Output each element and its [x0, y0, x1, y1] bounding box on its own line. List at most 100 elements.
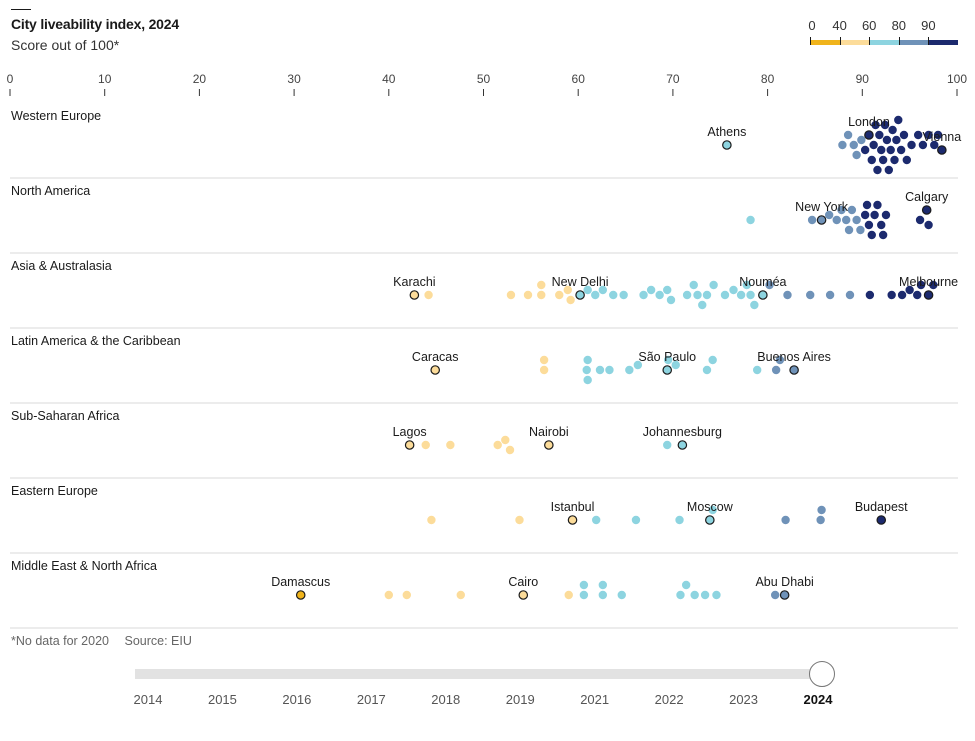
city-dot [676, 590, 685, 600]
city-dot [537, 280, 546, 290]
city-dot [720, 290, 730, 300]
chart-subtitle: Score out of 100* [11, 37, 120, 53]
city-dot [894, 115, 903, 125]
year-option-2021[interactable]: 2021 [580, 692, 610, 707]
city-dot [655, 290, 664, 300]
city-dot [878, 155, 888, 165]
city-dot [746, 290, 755, 300]
x-tick-label: 10 [98, 72, 112, 86]
legend-swatch [928, 40, 958, 45]
city-dot [631, 515, 641, 525]
highlighted-city-dot [295, 590, 306, 600]
city-dot [537, 290, 546, 300]
source-note: Source: EIU [124, 634, 192, 648]
city-dot [877, 145, 886, 155]
city-dot [646, 285, 656, 295]
highlighted-city-dot [876, 515, 887, 525]
highlighted-city-dot [430, 365, 441, 375]
year-option-2019[interactable]: 2019 [505, 692, 535, 707]
city-dot [598, 285, 608, 295]
city-dot [844, 225, 854, 235]
city-dot [555, 290, 564, 300]
year-slider-track[interactable] [135, 669, 821, 679]
city-dot [843, 130, 853, 140]
city-dot [506, 290, 516, 300]
year-option-2017[interactable]: 2017 [356, 692, 386, 707]
city-dot [421, 440, 430, 450]
highlighted-city-dot [923, 290, 934, 300]
year-option-2024[interactable]: 2024 [803, 692, 833, 707]
city-dot [845, 290, 855, 300]
city-dot [886, 145, 895, 155]
highlighted-city-dot [567, 515, 578, 525]
city-dot [663, 285, 672, 295]
city-dot [619, 290, 628, 300]
city-dot [892, 135, 901, 145]
city-label: Nairobi [529, 425, 569, 439]
city-dot [515, 515, 524, 525]
city-dot [873, 200, 882, 210]
city-dot [583, 285, 592, 295]
city-dot [402, 590, 411, 600]
city-dot [896, 145, 906, 155]
highlighted-city-dot [404, 440, 415, 450]
city-label: Buenos Aires [757, 350, 831, 364]
city-dot [882, 135, 892, 145]
highlighted-city-dot [816, 215, 827, 225]
year-option-2018[interactable]: 2018 [431, 692, 461, 707]
city-dot [729, 285, 738, 295]
city-dot [446, 440, 455, 450]
legend-tick [839, 37, 841, 45]
region-label: Sub-Saharan Africa [11, 409, 119, 423]
year-slider-handle[interactable] [809, 661, 835, 687]
year-labels: 2014 2015 2016 2017 2018 2019 2021 2022 2023 2024 [0, 692, 975, 712]
city-dot [583, 355, 592, 365]
city-dot [682, 290, 692, 300]
city-dot [712, 590, 721, 600]
city-dot [663, 440, 672, 450]
city-dot [930, 140, 939, 150]
legend-swatch [898, 40, 929, 45]
city-dot [681, 580, 691, 590]
city-dot [591, 290, 600, 300]
city-label: New Delhi [552, 275, 609, 289]
city-label: London [848, 115, 890, 129]
city-dot [671, 360, 680, 370]
city-dot [539, 365, 549, 375]
city-dot [816, 515, 825, 525]
year-option-2016[interactable]: 2016 [282, 692, 312, 707]
city-dot [702, 365, 712, 375]
city-dot [746, 215, 755, 225]
legend-tick [928, 37, 930, 45]
legend-label: 40 [832, 18, 847, 33]
legend-swatch [869, 40, 899, 45]
year-option-2022[interactable]: 2022 [654, 692, 684, 707]
year-option-2014[interactable]: 2014 [133, 692, 163, 707]
year-option-2015[interactable]: 2015 [207, 692, 237, 707]
city-label: Karachi [393, 275, 435, 289]
city-dot [852, 215, 861, 225]
city-dot [847, 205, 857, 215]
city-dot [873, 165, 882, 175]
city-label: Budapest [855, 500, 908, 514]
city-dot [897, 290, 907, 300]
x-tick-label: 30 [287, 72, 301, 86]
city-dot [933, 130, 943, 140]
city-dot [709, 280, 718, 290]
city-dot [837, 205, 846, 215]
x-tick-label: 70 [666, 72, 680, 86]
year-option-2023[interactable]: 2023 [729, 692, 759, 707]
highlighted-city-dot [575, 290, 585, 300]
legend-swatch [810, 40, 840, 45]
city-dot [625, 365, 634, 375]
city-dot [907, 140, 916, 150]
city-dot [924, 130, 933, 140]
city-dot [929, 280, 938, 290]
city-label: Melbourne [899, 275, 958, 289]
region-label: Asia & Australasia [11, 259, 112, 273]
legend-label: 80 [891, 18, 907, 33]
city-dot [563, 285, 572, 295]
highlighted-city-dot [409, 290, 420, 300]
city-label: Cairo [508, 575, 538, 589]
city-dot [867, 155, 876, 165]
